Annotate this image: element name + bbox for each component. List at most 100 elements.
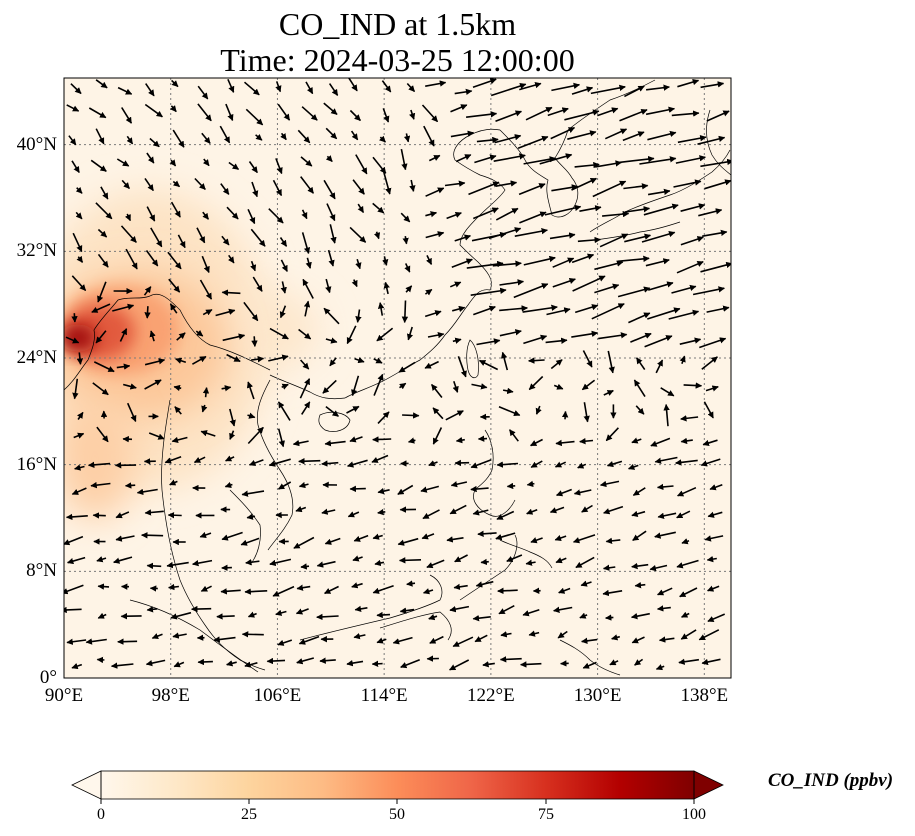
wind-arrow: [494, 134, 522, 144]
wind-arrow: [329, 357, 337, 367]
wind-arrow: [671, 284, 697, 294]
latitude-tick-label: 8°N: [26, 560, 57, 582]
wind-arrow: [611, 634, 621, 641]
wind-arrow: [71, 663, 83, 670]
wind-arrow: [302, 278, 314, 299]
wind-arrow: [225, 103, 234, 121]
wind-arrow: [141, 532, 164, 539]
wind-arrow: [427, 331, 445, 339]
wind-arrow: [635, 357, 646, 371]
wind-arrow: [354, 605, 368, 613]
wind-arrow: [518, 183, 546, 196]
wind-arrow: [244, 588, 268, 595]
wind-arrow: [244, 661, 258, 668]
wind-arrow: [71, 160, 80, 174]
wind-arrow: [450, 130, 475, 138]
latitude-tick-label: 24°N: [16, 347, 57, 368]
wind-arrow: [561, 410, 569, 420]
wind-arrow: [698, 208, 723, 217]
wind-arrow: [449, 605, 470, 613]
wind-arrow: [346, 405, 360, 414]
wind-arrow: [355, 309, 362, 323]
wind-arrow: [148, 432, 165, 440]
wind-arrow: [322, 379, 337, 394]
wind-arrow: [496, 461, 519, 468]
wind-arrow: [474, 634, 488, 643]
wind-arrow: [303, 300, 311, 317]
wind-arrow: [645, 106, 676, 116]
wind-arrow: [96, 656, 105, 664]
wind-arrow: [174, 406, 182, 415]
wind-arrow: [326, 203, 336, 222]
wind-arrow: [506, 482, 516, 490]
wind-arrow: [552, 277, 576, 288]
wind-arrow: [452, 381, 459, 393]
wind-arrow: [250, 260, 257, 272]
wind-arrow: [316, 613, 339, 621]
wind-arrow: [528, 357, 545, 364]
colorbar-tick-label: 75: [538, 806, 554, 823]
wind-arrow: [144, 509, 164, 516]
wind-arrow: [349, 109, 361, 122]
wind-arrow: [301, 209, 308, 220]
wind-arrow: [660, 387, 675, 397]
wind-arrow: [226, 206, 239, 220]
map-frame: [63, 77, 732, 679]
wind-arrow: [575, 556, 595, 569]
wind-arrow: [92, 512, 106, 519]
wind-arrow: [200, 430, 216, 437]
wind-arrow: [93, 361, 115, 373]
wind-arrow: [296, 584, 311, 591]
wind-arrow: [631, 562, 649, 570]
wind-arrow: [701, 356, 718, 370]
colorbar-body: [101, 771, 694, 799]
wind-arrow: [623, 183, 649, 190]
wind-arrow: [552, 257, 575, 268]
wind-arrow: [500, 631, 512, 638]
wind-arrow: [555, 557, 567, 564]
wind-arrow: [64, 535, 84, 546]
wind-arrow: [167, 251, 182, 270]
wind-arrow: [268, 208, 284, 224]
wind-arrow: [145, 83, 155, 97]
wind-arrow: [172, 180, 181, 188]
wind-arrow: [305, 81, 314, 95]
wind-arrow: [149, 330, 156, 342]
wind-arrow: [400, 148, 408, 171]
wind-arrow: [421, 104, 439, 123]
wind-arrow: [357, 203, 365, 214]
wind-arrow: [523, 156, 557, 165]
wind-arrow: [255, 134, 263, 141]
wind-arrow: [197, 103, 212, 122]
wind-arrow: [641, 230, 676, 243]
wind-arrow: [490, 82, 527, 97]
wind-arrow: [277, 401, 291, 421]
wind-arrow: [95, 128, 105, 145]
wind-arrow: [192, 559, 213, 567]
wind-arrow: [644, 335, 673, 348]
wind-arrow: [657, 512, 677, 519]
wind-arrow: [582, 661, 597, 669]
wind-arrow: [192, 355, 207, 365]
wind-arrow: [298, 328, 312, 340]
wind-arrow: [523, 255, 556, 266]
wind-arrow: [281, 383, 289, 390]
wind-arrow: [676, 260, 704, 274]
wind-arrow: [673, 179, 702, 188]
wind-arrow: [275, 609, 287, 616]
wind-arrow: [275, 158, 283, 175]
wind-arrow: [280, 259, 288, 272]
longitude-tick-label: 98°E: [151, 685, 190, 706]
wind-vectors: [64, 78, 731, 671]
wind-arrow: [120, 225, 137, 243]
wind-arrow: [476, 338, 501, 346]
wind-arrow: [678, 658, 700, 665]
wind-arrow: [377, 508, 386, 516]
wind-arrow: [473, 305, 496, 316]
wind-arrow: [421, 533, 435, 540]
wind-arrow: [71, 313, 78, 323]
wind-arrow: [553, 383, 564, 390]
wind-arrow: [495, 110, 522, 122]
wind-arrow: [272, 179, 283, 197]
latitude-tick-label: 16°N: [16, 453, 57, 475]
